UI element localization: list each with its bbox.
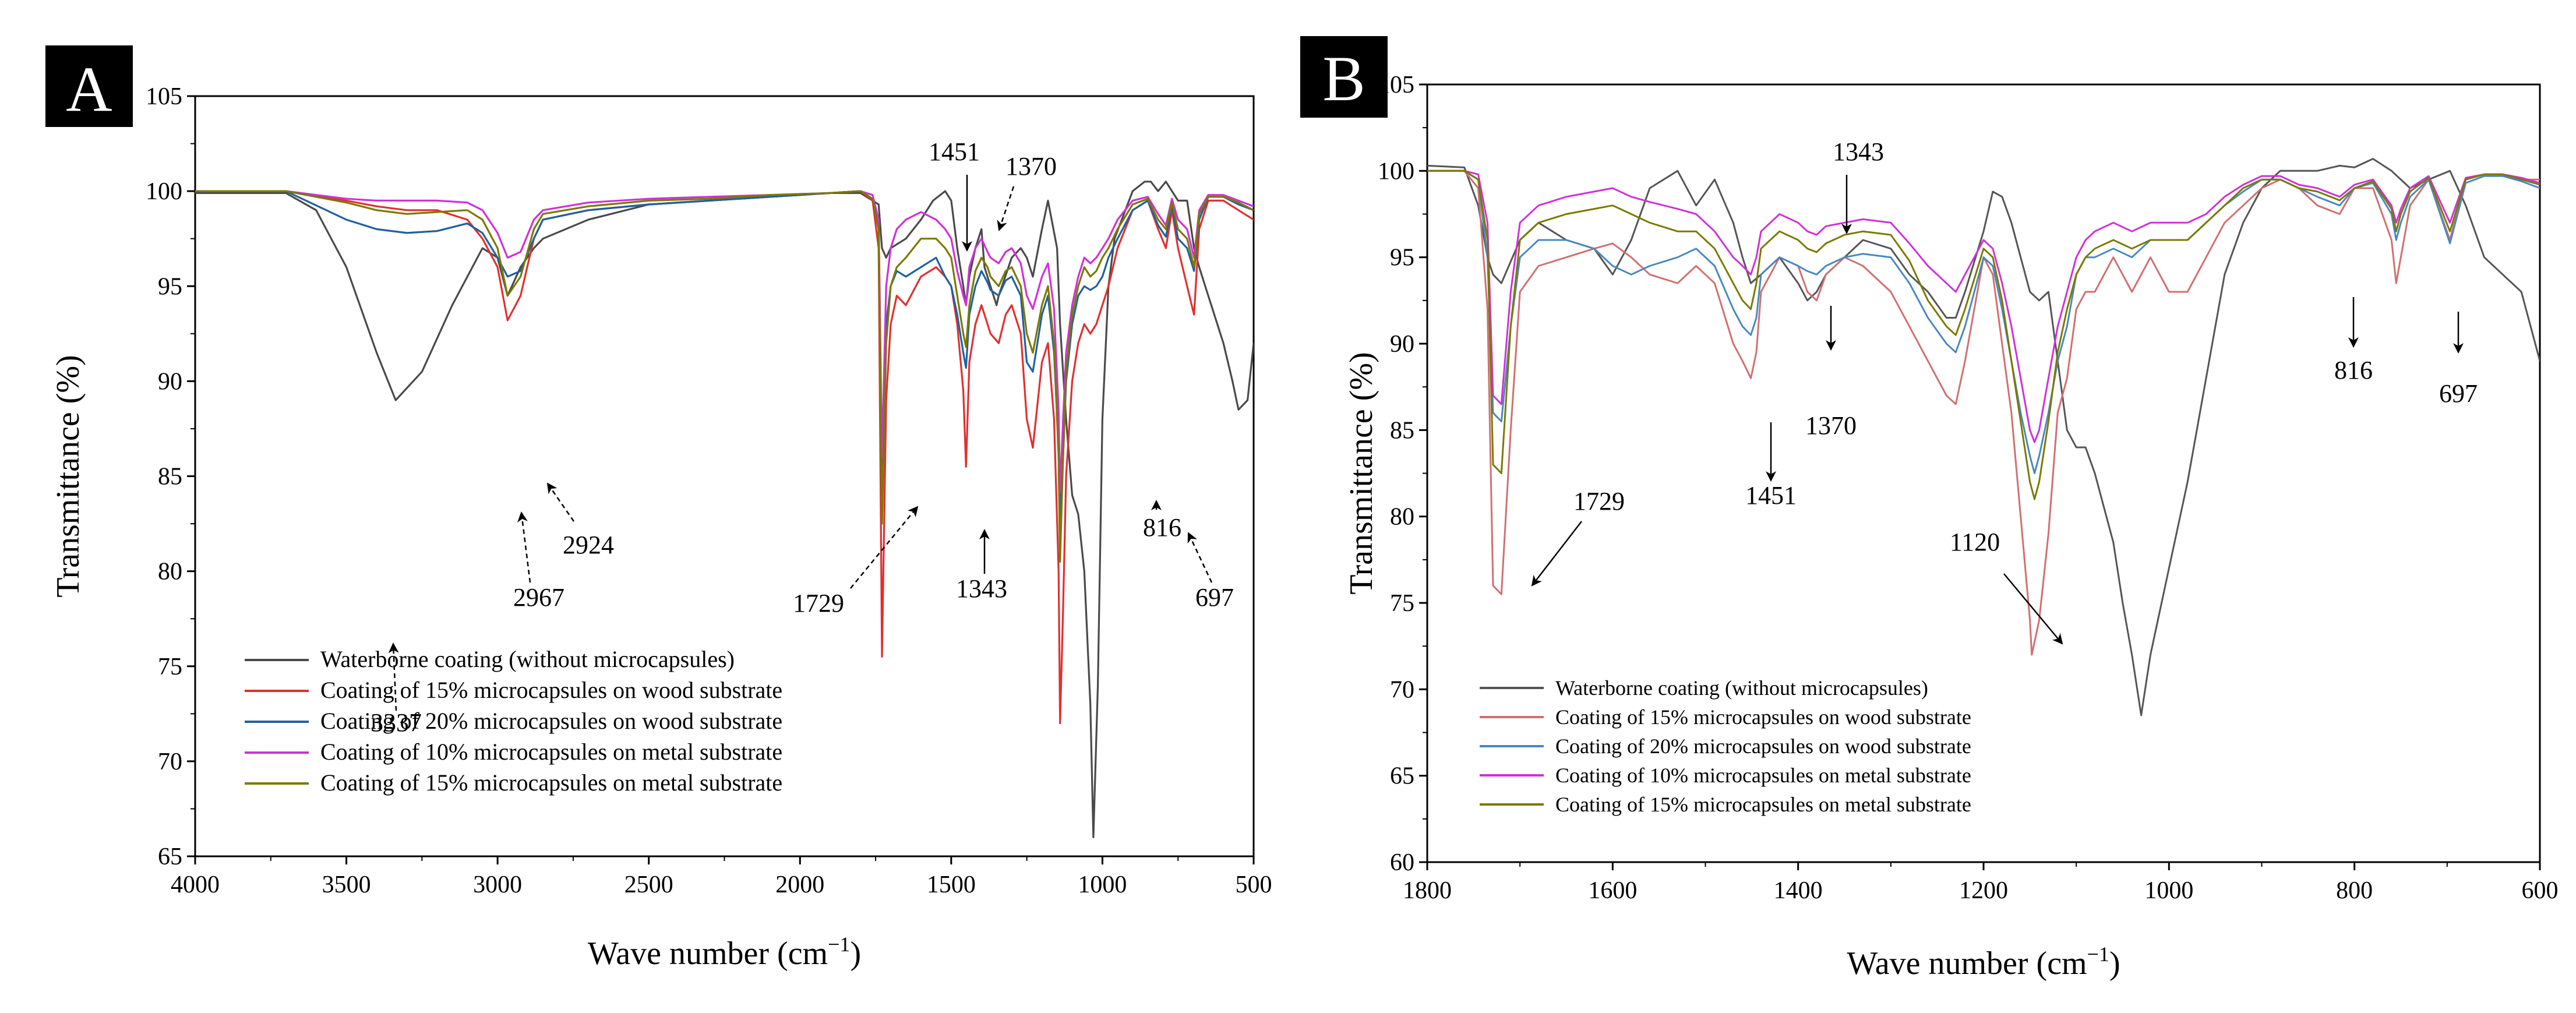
x-tick-label: 1800 [1403,877,1452,904]
x-tick-label: 800 [2336,877,2373,904]
series-group [1427,158,2540,716]
series-line-1 [1427,158,2540,716]
annotation-label: 1729 [1573,487,1625,516]
panel-b: B 1800 1600 1400 1200 1000 800 600 60 65 70 75 80 85 9… [1300,36,2559,982]
annotation-label: 697 [2439,379,2478,408]
annotation-label: 816 [2334,356,2373,384]
legend-entry: Coating of 15% microcapsules on wood sub… [1555,705,1971,729]
legend-entry: Waterborne coating (without microcapsule… [320,646,735,672]
x-tick-label: 600 [2522,877,2559,904]
x-tick-label: 1500 [927,871,976,898]
series-line-5 [1427,170,2540,500]
y-tick-label: 105 [1378,72,1414,98]
series-line-5 [195,190,1254,563]
panel-letter: A [66,54,112,125]
annotation-label: 1729 [793,589,844,617]
y-tick-label: 70 [158,749,182,775]
legend-entry: Coating of 20% microcapsules on wood sub… [1555,735,1971,758]
annotation-label: 1120 [1950,528,2000,556]
annotation-label: 2924 [563,531,614,559]
x-tick-label: 1200 [1959,877,2008,904]
legend-entry: Coating of 10% microcapsules on metal su… [320,739,782,765]
annotation-label: 1451 [929,137,980,166]
annotation-arrow [997,186,1015,231]
annotation-label: 1343 [956,574,1007,603]
x-tick-label: 1600 [1588,877,1637,904]
annotation-label: 816 [1143,513,1181,542]
annotation-arrow [388,643,399,711]
annotation-label: 1343 [1833,137,1884,166]
x-axis-title-tail: ) [850,936,861,972]
x-tick-label: 1000 [2144,877,2193,904]
legend-entry: Coating of 15% microcapsules on metal su… [320,770,782,796]
x-tick-label: 1000 [1078,871,1127,898]
y-tick-label: 80 [158,559,182,585]
annotation-label: 1370 [1005,152,1057,181]
legend-entry: Coating of 10% microcapsules on metal su… [1555,764,1971,787]
y-tick-label: 80 [1390,504,1414,531]
legend-entry: Coating of 15% microcapsules on wood sub… [320,677,782,703]
annotation-arrow [2003,573,2063,645]
x-tick-label: 4000 [171,871,220,898]
x-axis-title-main: Wave number (cm [1847,945,2087,982]
y-tick-label: 95 [158,273,182,300]
x-tick-label: 500 [1236,871,1272,898]
y-tick-label: 75 [158,654,182,680]
x-axis-title: Wave number (cm−1) [588,933,861,972]
y-tick-label: 85 [158,464,182,490]
y-tick-label: 60 [1390,849,1414,876]
annotation-label: 2967 [513,583,564,612]
annotation-label: 1451 [1745,481,1797,510]
y-tick-label: 65 [158,843,182,870]
x-axis-title-main: Wave number (cm [588,936,828,972]
series-line-4 [195,190,1254,493]
y-tick-label: 70 [1390,676,1414,703]
x-tick-label: 2500 [624,871,673,898]
annotation-label: 3337 [370,708,422,737]
legend-entry: Coating of 20% microcapsules on wood sub… [320,708,782,734]
series-line-3 [1427,170,2540,474]
series-line-3 [195,190,1254,525]
y-tick-label: 90 [158,368,182,395]
annotation-arrow [1187,532,1213,583]
y-tick-label: 100 [146,178,182,205]
annotation-label: 697 [1195,583,1234,612]
y-tick-label: 65 [1390,763,1414,790]
annotation-arrow [850,506,919,589]
y-tick-label: 100 [1378,158,1414,185]
panel-badge [45,45,133,127]
y-tick-label: 90 [1390,331,1414,358]
x-axis-title-sup: −1 [2087,943,2109,966]
x-axis-title-tail: ) [2109,945,2120,982]
series-line-2 [1427,170,2540,656]
annotation-label: 1370 [1805,411,1857,440]
y-tick-label: 105 [146,83,182,110]
series-line-2 [195,190,1254,725]
y-tick-label: 95 [1390,245,1414,271]
series-line-4 [1427,170,2540,443]
panel-letter: B [1322,43,1365,114]
x-axis-title-sup: −1 [828,933,850,956]
x-tick-label: 2000 [775,871,824,898]
x-tick-label: 3500 [322,871,371,898]
y-axis-title: Transmittance (%) [1343,352,1379,594]
panel-badge [1300,36,1388,118]
annotation-arrow [517,511,531,583]
y-tick-label: 75 [1390,590,1414,617]
panel-a: A 4000 3500 3000 2500 2000 1500 1000 500 65 70 75 80… [45,45,1272,972]
annotation-arrow [546,482,575,522]
annotation-arrow [1531,521,1582,587]
x-axis-title: Wave number (cm−1) [1847,943,2120,982]
legend-entry: Coating of 15% microcapsules on metal su… [1555,793,1971,816]
series-line-1 [195,181,1254,838]
legend-entry: Waterborne coating (without microcapsule… [1555,676,1928,700]
series-group [195,181,1254,838]
y-tick-label: 85 [1390,417,1414,444]
y-axis-title: Transmittance (%) [50,355,86,597]
x-tick-label: 1400 [1774,877,1823,904]
x-tick-label: 3000 [473,871,522,898]
